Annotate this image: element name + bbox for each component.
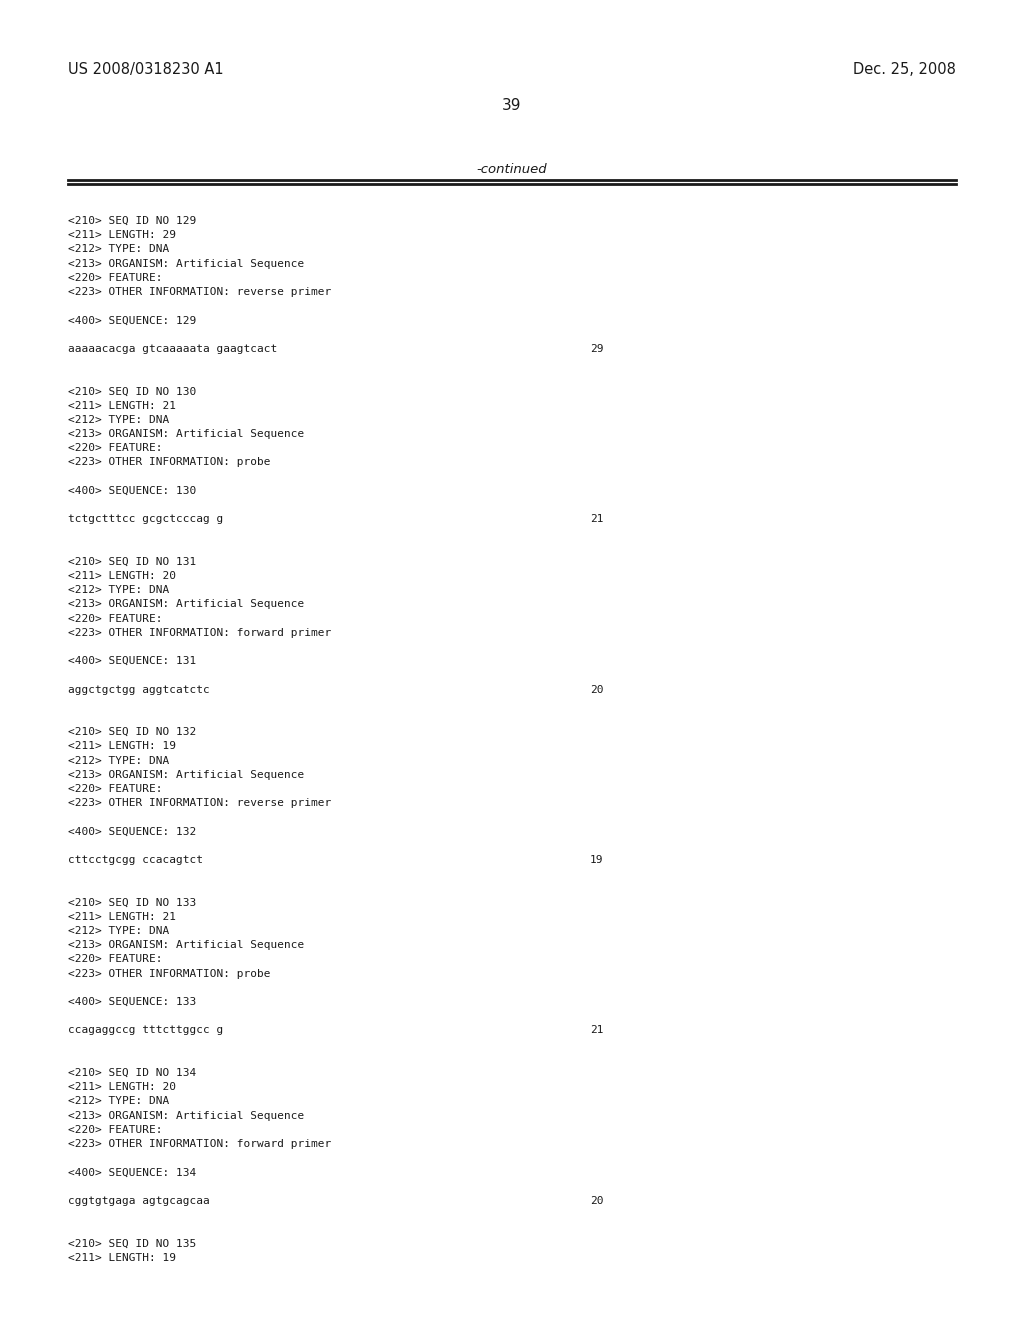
- Text: <400> SEQUENCE: 133: <400> SEQUENCE: 133: [68, 997, 197, 1007]
- Text: <210> SEQ ID NO 131: <210> SEQ ID NO 131: [68, 557, 197, 566]
- Text: <220> FEATURE:: <220> FEATURE:: [68, 444, 163, 453]
- Text: -continued: -continued: [477, 162, 547, 176]
- Text: 19: 19: [590, 855, 603, 865]
- Text: <400> SEQUENCE: 132: <400> SEQUENCE: 132: [68, 826, 197, 837]
- Text: <400> SEQUENCE: 130: <400> SEQUENCE: 130: [68, 486, 197, 496]
- Text: <213> ORGANISM: Artificial Sequence: <213> ORGANISM: Artificial Sequence: [68, 770, 304, 780]
- Text: <213> ORGANISM: Artificial Sequence: <213> ORGANISM: Artificial Sequence: [68, 599, 304, 610]
- Text: <213> ORGANISM: Artificial Sequence: <213> ORGANISM: Artificial Sequence: [68, 429, 304, 440]
- Text: <400> SEQUENCE: 129: <400> SEQUENCE: 129: [68, 315, 197, 326]
- Text: <211> LENGTH: 20: <211> LENGTH: 20: [68, 1082, 176, 1092]
- Text: <220> FEATURE:: <220> FEATURE:: [68, 273, 163, 282]
- Text: <211> LENGTH: 21: <211> LENGTH: 21: [68, 912, 176, 921]
- Text: 21: 21: [590, 1026, 603, 1035]
- Text: <213> ORGANISM: Artificial Sequence: <213> ORGANISM: Artificial Sequence: [68, 1110, 304, 1121]
- Text: <220> FEATURE:: <220> FEATURE:: [68, 1125, 163, 1135]
- Text: 21: 21: [590, 515, 603, 524]
- Text: <213> ORGANISM: Artificial Sequence: <213> ORGANISM: Artificial Sequence: [68, 259, 304, 268]
- Text: <223> OTHER INFORMATION: forward primer: <223> OTHER INFORMATION: forward primer: [68, 628, 331, 638]
- Text: <220> FEATURE:: <220> FEATURE:: [68, 784, 163, 795]
- Text: <211> LENGTH: 19: <211> LENGTH: 19: [68, 1253, 176, 1263]
- Text: <210> SEQ ID NO 130: <210> SEQ ID NO 130: [68, 387, 197, 396]
- Text: <210> SEQ ID NO 133: <210> SEQ ID NO 133: [68, 898, 197, 908]
- Text: <400> SEQUENCE: 134: <400> SEQUENCE: 134: [68, 1167, 197, 1177]
- Text: <211> LENGTH: 19: <211> LENGTH: 19: [68, 742, 176, 751]
- Text: cttcctgcgg ccacagtct: cttcctgcgg ccacagtct: [68, 855, 203, 865]
- Text: <212> TYPE: DNA: <212> TYPE: DNA: [68, 244, 169, 255]
- Text: US 2008/0318230 A1: US 2008/0318230 A1: [68, 62, 223, 77]
- Text: <223> OTHER INFORMATION: forward primer: <223> OTHER INFORMATION: forward primer: [68, 1139, 331, 1148]
- Text: <212> TYPE: DNA: <212> TYPE: DNA: [68, 755, 169, 766]
- Text: <212> TYPE: DNA: <212> TYPE: DNA: [68, 927, 169, 936]
- Text: <220> FEATURE:: <220> FEATURE:: [68, 614, 163, 623]
- Text: <212> TYPE: DNA: <212> TYPE: DNA: [68, 414, 169, 425]
- Text: <223> OTHER INFORMATION: probe: <223> OTHER INFORMATION: probe: [68, 458, 270, 467]
- Text: aggctgctgg aggtcatctc: aggctgctgg aggtcatctc: [68, 685, 210, 694]
- Text: <400> SEQUENCE: 131: <400> SEQUENCE: 131: [68, 656, 197, 667]
- Text: <210> SEQ ID NO 134: <210> SEQ ID NO 134: [68, 1068, 197, 1078]
- Text: <223> OTHER INFORMATION: reverse primer: <223> OTHER INFORMATION: reverse primer: [68, 286, 331, 297]
- Text: 20: 20: [590, 1196, 603, 1205]
- Text: ccagaggccg tttcttggcc g: ccagaggccg tttcttggcc g: [68, 1026, 223, 1035]
- Text: <210> SEQ ID NO 135: <210> SEQ ID NO 135: [68, 1238, 197, 1249]
- Text: <210> SEQ ID NO 129: <210> SEQ ID NO 129: [68, 216, 197, 226]
- Text: cggtgtgaga agtgcagcaa: cggtgtgaga agtgcagcaa: [68, 1196, 210, 1205]
- Text: aaaaacacga gtcaaaaata gaagtcact: aaaaacacga gtcaaaaata gaagtcact: [68, 343, 278, 354]
- Text: <211> LENGTH: 29: <211> LENGTH: 29: [68, 230, 176, 240]
- Text: <210> SEQ ID NO 132: <210> SEQ ID NO 132: [68, 727, 197, 737]
- Text: tctgctttcc gcgctcccag g: tctgctttcc gcgctcccag g: [68, 515, 223, 524]
- Text: <211> LENGTH: 20: <211> LENGTH: 20: [68, 572, 176, 581]
- Text: 20: 20: [590, 685, 603, 694]
- Text: <223> OTHER INFORMATION: probe: <223> OTHER INFORMATION: probe: [68, 969, 270, 978]
- Text: Dec. 25, 2008: Dec. 25, 2008: [853, 62, 956, 77]
- Text: <211> LENGTH: 21: <211> LENGTH: 21: [68, 400, 176, 411]
- Text: 29: 29: [590, 343, 603, 354]
- Text: <212> TYPE: DNA: <212> TYPE: DNA: [68, 585, 169, 595]
- Text: <212> TYPE: DNA: <212> TYPE: DNA: [68, 1097, 169, 1106]
- Text: <220> FEATURE:: <220> FEATURE:: [68, 954, 163, 965]
- Text: <213> ORGANISM: Artificial Sequence: <213> ORGANISM: Artificial Sequence: [68, 940, 304, 950]
- Text: <223> OTHER INFORMATION: reverse primer: <223> OTHER INFORMATION: reverse primer: [68, 799, 331, 808]
- Text: 39: 39: [502, 98, 522, 114]
